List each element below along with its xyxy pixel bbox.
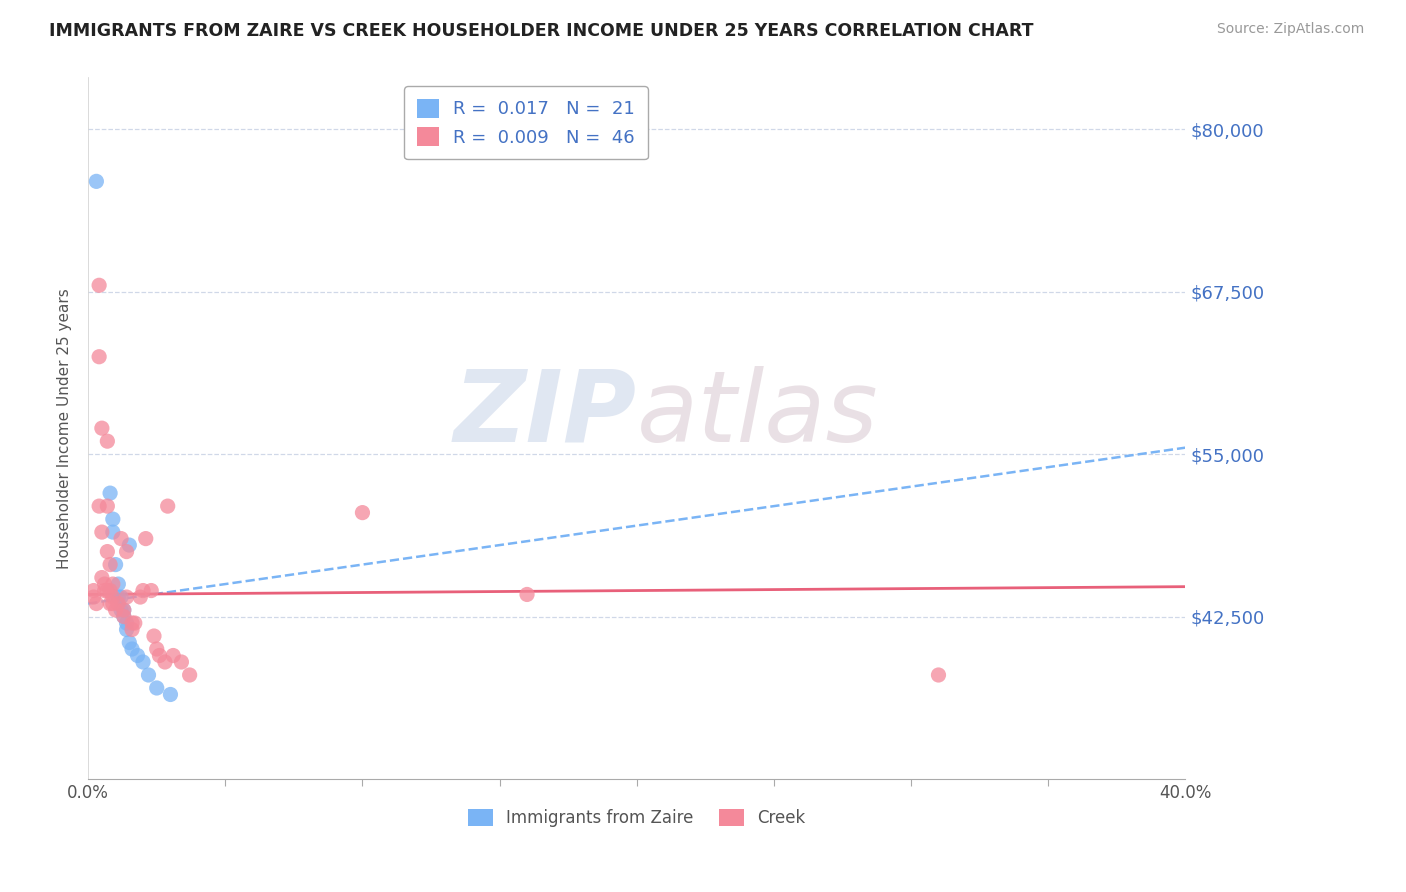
Point xyxy=(112,609,135,624)
Point xyxy=(115,623,138,637)
Point xyxy=(101,597,124,611)
Point xyxy=(127,648,149,663)
Point xyxy=(96,499,118,513)
Point xyxy=(107,597,129,611)
Point xyxy=(110,590,132,604)
Point xyxy=(98,558,121,572)
Point xyxy=(132,583,155,598)
Point xyxy=(86,174,108,188)
Point xyxy=(129,590,152,604)
Point xyxy=(98,597,121,611)
Point xyxy=(96,583,118,598)
Point xyxy=(162,648,184,663)
Text: ZIP: ZIP xyxy=(454,366,637,463)
Point xyxy=(104,558,127,572)
Y-axis label: Householder Income Under 25 years: Householder Income Under 25 years xyxy=(58,288,72,568)
Point xyxy=(86,597,108,611)
Point xyxy=(115,590,138,604)
Point xyxy=(112,603,135,617)
Point xyxy=(107,590,129,604)
Point xyxy=(93,577,115,591)
Point xyxy=(90,525,112,540)
Point xyxy=(89,278,111,293)
Point xyxy=(352,506,374,520)
Point xyxy=(93,583,115,598)
Point xyxy=(110,532,132,546)
Point xyxy=(145,642,167,657)
Point xyxy=(132,655,155,669)
Point xyxy=(138,668,160,682)
Text: IMMIGRANTS FROM ZAIRE VS CREEK HOUSEHOLDER INCOME UNDER 25 YEARS CORRELATION CHA: IMMIGRANTS FROM ZAIRE VS CREEK HOUSEHOLD… xyxy=(49,22,1033,40)
Point xyxy=(83,590,105,604)
Point xyxy=(121,623,143,637)
Point xyxy=(96,544,118,558)
Point xyxy=(104,603,127,617)
Point xyxy=(927,668,949,682)
Point xyxy=(112,603,135,617)
Legend: Immigrants from Zaire, Creek: Immigrants from Zaire, Creek xyxy=(461,802,813,834)
Point xyxy=(83,583,105,598)
Point xyxy=(516,587,538,601)
Point xyxy=(153,655,176,669)
Point xyxy=(112,609,135,624)
Point xyxy=(141,583,163,598)
Point xyxy=(159,688,181,702)
Point xyxy=(135,532,157,546)
Point xyxy=(118,538,141,552)
Point xyxy=(148,648,170,663)
Text: Source: ZipAtlas.com: Source: ZipAtlas.com xyxy=(1216,22,1364,37)
Point xyxy=(89,499,111,513)
Point xyxy=(90,570,112,584)
Point xyxy=(118,635,141,649)
Point xyxy=(179,668,201,682)
Point xyxy=(98,486,121,500)
Point xyxy=(98,583,121,598)
Point xyxy=(89,350,111,364)
Point xyxy=(115,615,138,630)
Point xyxy=(101,512,124,526)
Point xyxy=(101,590,124,604)
Point xyxy=(145,681,167,695)
Point xyxy=(101,525,124,540)
Text: atlas: atlas xyxy=(637,366,879,463)
Point xyxy=(110,603,132,617)
Point xyxy=(115,544,138,558)
Point xyxy=(121,642,143,657)
Point xyxy=(96,434,118,449)
Point xyxy=(156,499,179,513)
Point xyxy=(107,577,129,591)
Point xyxy=(121,615,143,630)
Point xyxy=(143,629,166,643)
Point xyxy=(170,655,193,669)
Point xyxy=(101,577,124,591)
Point xyxy=(90,421,112,435)
Point xyxy=(124,615,146,630)
